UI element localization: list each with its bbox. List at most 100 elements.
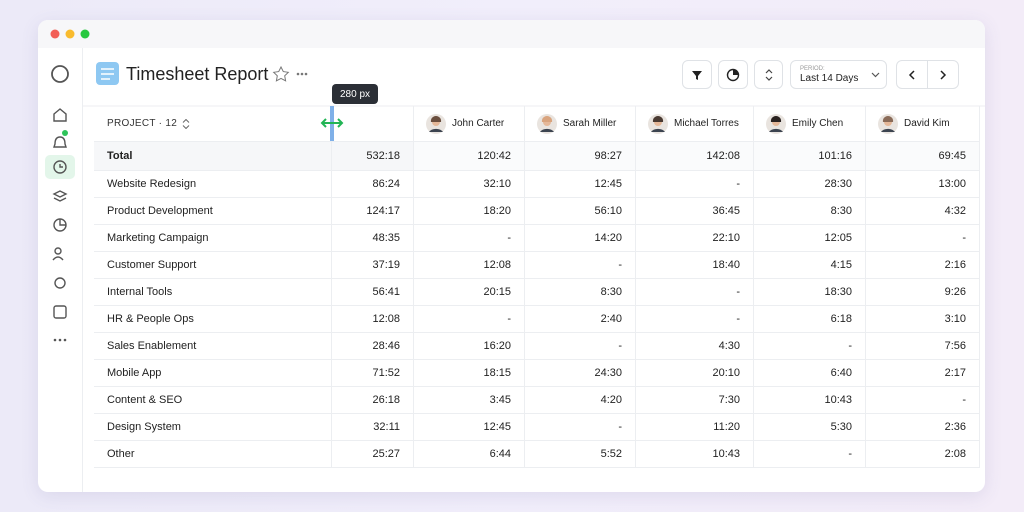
time-cell-text: 8:30 [830,205,852,217]
row-total-text: 532:18 [366,150,400,162]
time-cell-text: 6:40 [830,367,852,379]
person-header[interactable]: John Carter [414,106,525,142]
time-cell: - [414,306,525,333]
time-cell: - [636,171,754,198]
time-cell: 3:45 [414,387,525,414]
row-total-text: 71:52 [372,367,400,379]
time-cell-text: 22:10 [712,232,740,244]
time-cell: 120:42 [414,142,525,171]
time-cell-text: 28:30 [824,178,852,190]
time-cell-text: 2:17 [944,367,966,379]
time-cell: 12:08 [414,252,525,279]
project-name-text: Internal Tools [107,286,173,298]
time-cell-text: - [618,259,622,271]
project-name[interactable]: Website Redesign [94,171,332,198]
minimize-dot[interactable] [65,29,75,39]
time-cell-text: 142:08 [706,150,740,162]
period-text: PERIOD: Last 14 Days [800,66,858,84]
project-name-text: Customer Support [107,259,197,271]
star-button[interactable] [272,65,290,82]
time-cell-text: 12:45 [483,421,511,433]
next-button[interactable] [928,61,958,88]
time-cell: 7:30 [636,387,754,414]
row-total-text: 86:24 [372,178,400,190]
time-cell: 3:10 [866,306,980,333]
person-name: David Kim [904,118,950,129]
person-header[interactable]: Michael Torres [636,106,754,142]
time-cell: 7:56 [866,333,980,360]
notification-dot [62,130,68,136]
project-header[interactable]: PROJECT · 12 [94,106,332,142]
project-name-text: Content & SEO [107,394,183,406]
time-cell: - [754,441,866,468]
options-button[interactable] [296,72,308,76]
time-cell: - [636,279,754,306]
more-icon[interactable] [53,338,67,342]
period-select[interactable]: PERIOD: Last 14 Days [790,60,887,89]
time-cell: - [525,333,636,360]
title-bar [38,20,985,48]
project-name[interactable]: Design System [94,414,332,441]
project-name-text: Marketing Campaign [107,232,209,244]
time-cell: 12:05 [754,225,866,252]
time-cell: 101:16 [754,142,866,171]
row-total: 532:18 [332,142,414,171]
filter-button[interactable] [682,60,712,89]
project-name[interactable]: Marketing Campaign [94,225,332,252]
time-cell: 28:30 [754,171,866,198]
project-name[interactable]: HR & People Ops [94,306,332,333]
person-name: Sarah Miller [563,118,617,129]
chart-icon [726,68,740,81]
time-cell-text: 9:26 [944,286,966,298]
time-cell: 13:00 [866,171,980,198]
time-cell: 6:40 [754,360,866,387]
person-header[interactable]: Emily Chen [754,106,866,142]
time-cell-text: 2:08 [944,448,966,460]
resize-arrows [320,118,344,128]
row-total: 26:18 [332,387,414,414]
time-cell-text: 4:30 [718,340,740,352]
time-cell-text: 7:30 [718,394,740,406]
time-cell-text: 98:27 [594,150,622,162]
time-cell-text: 18:20 [483,205,511,217]
person-header[interactable]: David Kim [866,106,980,142]
prev-button[interactable] [897,61,928,88]
period-label: PERIOD: [800,65,825,72]
total-label[interactable]: Total [94,142,332,171]
project-header-text: PROJECT · 12 [107,118,178,129]
project-name[interactable]: Internal Tools [94,279,332,306]
time-cell-text: - [736,178,740,190]
project-name[interactable]: Sales Enablement [94,333,332,360]
time-cell-text: 6:18 [830,313,852,325]
time-cell-text: 20:10 [712,367,740,379]
time-cell: 8:30 [525,279,636,306]
project-name[interactable]: Customer Support [94,252,332,279]
time-cell-text: - [618,421,622,433]
project-name[interactable]: Mobile App [94,360,332,387]
project-name[interactable]: Content & SEO [94,387,332,414]
close-dot[interactable] [50,29,60,39]
row-total-text: 48:35 [372,232,400,244]
time-cell-text: - [962,394,966,406]
project-name-text: Design System [107,421,181,433]
time-cell-text: 3:10 [944,313,966,325]
time-cell: 4:20 [525,387,636,414]
time-cell: 16:20 [414,333,525,360]
project-name[interactable]: Other [94,441,332,468]
sort-button[interactable] [754,60,783,89]
chart-button[interactable] [718,60,748,89]
time-cell-text: 20:15 [483,286,511,298]
project-name-text: HR & People Ops [107,313,194,325]
avatar [426,113,446,134]
project-name[interactable]: Product Development [94,198,332,225]
person-header[interactable]: Sarah Miller [525,106,636,142]
sidebar-icons[interactable] [45,65,75,319]
zoom-dot[interactable] [80,29,90,39]
time-cell-text: 14:20 [594,232,622,244]
time-cell: 22:10 [636,225,754,252]
time-cell: 18:30 [754,279,866,306]
time-cell: 32:10 [414,171,525,198]
time-cell-text: 4:15 [830,259,852,271]
row-total: 25:27 [332,441,414,468]
